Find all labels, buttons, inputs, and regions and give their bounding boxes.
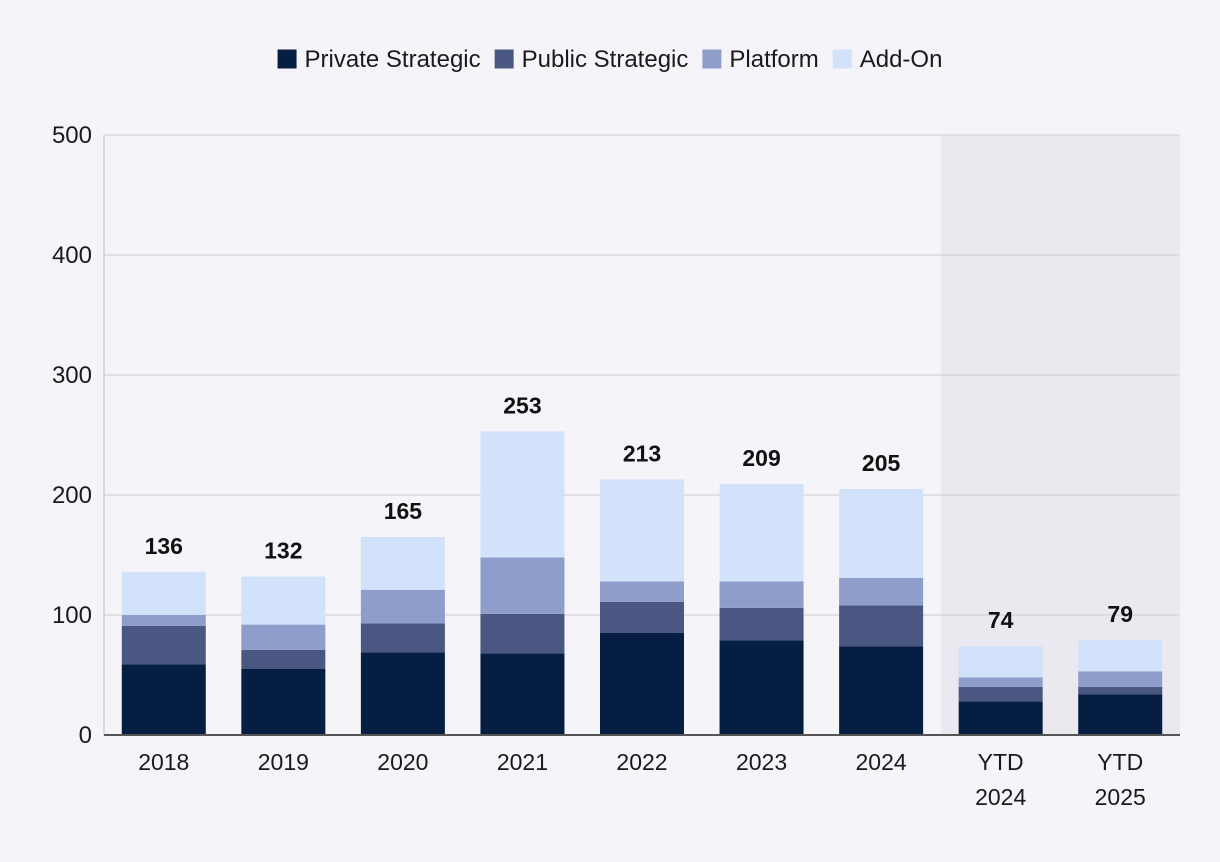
- bar-platform-ytd-2025: [1078, 671, 1163, 687]
- bar-public-strategic-2020: [360, 623, 445, 653]
- legend-swatch-add-on: [832, 49, 852, 69]
- legend-label-platform: Platform: [729, 46, 818, 73]
- legend: Private Strategic Public Strategic Platfor…: [277, 46, 943, 73]
- bar-private-strategic-ytd-2024: [958, 701, 1043, 735]
- bar-add-on-2018: [121, 571, 206, 615]
- bar-add-on-2024: [839, 489, 924, 578]
- total-label-2022: 213: [623, 440, 661, 466]
- x-tick-label-2023: 2023: [736, 749, 787, 775]
- bar-private-strategic-2024: [839, 646, 924, 735]
- bar-platform-2023: [719, 581, 804, 608]
- y-tick-label-0: 0: [79, 722, 92, 749]
- legend-item-private-strategic: Private Strategic: [277, 46, 481, 73]
- bar-public-strategic-2021: [480, 613, 565, 654]
- legend-label-add-on: Add-On: [860, 46, 943, 73]
- bars: [121, 431, 1163, 735]
- ytd-highlight-region: [940, 135, 1180, 735]
- bar-platform-2018: [121, 615, 206, 626]
- total-label-ytd-2024: 74: [988, 607, 1014, 633]
- y-axis: 0 100 200 300 400 500: [52, 122, 105, 749]
- legend-swatch-platform: [702, 49, 722, 69]
- bar-platform-2021: [480, 557, 565, 614]
- x-tick-label-ytd-2025: YTD 2025: [1095, 749, 1146, 810]
- x-tick-label-2020: 2020: [377, 749, 428, 775]
- total-label-2023: 209: [742, 445, 780, 471]
- bar-platform-2019: [241, 624, 326, 650]
- x-tick-label-2018: 2018: [138, 749, 189, 775]
- bar-private-strategic-ytd-2025: [1078, 694, 1163, 735]
- legend-item-platform: Platform: [702, 46, 819, 73]
- bar-platform-2020: [360, 589, 445, 624]
- bar-private-strategic-2018: [121, 664, 206, 735]
- bar-private-strategic-2019: [241, 669, 326, 735]
- bar-public-strategic-2024: [839, 605, 924, 647]
- total-labels: 136 132 165 253 213 209 205 74 79: [145, 392, 1133, 633]
- x-axis: 2018 2019 2020 2021 2022 2023 2024 YTD 2024 YTD 20…: [104, 734, 1180, 810]
- bar-platform-2024: [839, 577, 924, 606]
- bar-private-strategic-2022: [600, 633, 684, 735]
- x-tick-label-2024: 2024: [856, 749, 907, 775]
- legend-swatch-public-strategic: [494, 49, 514, 69]
- bar-public-strategic-2018: [121, 625, 206, 665]
- x-tick-label-ytd-2024: YTD 2024: [975, 749, 1026, 810]
- x-tick-label-2019: 2019: [258, 749, 309, 775]
- bar-public-strategic-ytd-2024: [958, 687, 1043, 702]
- highlight-band: [940, 135, 1180, 735]
- total-label-2018: 136: [145, 533, 183, 559]
- bar-platform-ytd-2024: [958, 677, 1043, 687]
- bar-add-on-ytd-2024: [958, 646, 1043, 678]
- bar-add-on-2020: [360, 537, 445, 590]
- y-tick-label-300: 300: [52, 362, 92, 389]
- bar-platform-2022: [600, 581, 684, 602]
- legend-item-public-strategic: Public Strategic: [494, 46, 689, 73]
- bar-public-strategic-2019: [241, 649, 326, 669]
- x-tick-label-2022: 2022: [616, 749, 667, 775]
- x-tick-label-2021: 2021: [497, 749, 548, 775]
- legend-swatch-private-strategic: [277, 49, 297, 69]
- bar-public-strategic-2023: [719, 607, 804, 641]
- legend-label-private-strategic: Private Strategic: [305, 46, 481, 73]
- bar-private-strategic-2021: [480, 653, 565, 735]
- total-label-2021: 253: [503, 392, 541, 418]
- bar-add-on-2021: [480, 431, 565, 558]
- bar-private-strategic-2020: [360, 652, 445, 735]
- bar-add-on-2022: [600, 479, 684, 582]
- legend-label-public-strategic: Public Strategic: [522, 46, 689, 73]
- total-label-2024: 205: [862, 450, 901, 476]
- legend-item-add-on: Add-On: [832, 46, 943, 73]
- y-tick-label-500: 500: [52, 122, 92, 149]
- y-tick-label-400: 400: [52, 242, 92, 269]
- bar-add-on-ytd-2025: [1078, 640, 1163, 672]
- bar-private-strategic-2023: [719, 640, 804, 735]
- bar-add-on-2023: [719, 484, 804, 582]
- bar-add-on-2019: [241, 576, 326, 625]
- bar-public-strategic-ytd-2025: [1078, 687, 1163, 695]
- total-label-ytd-2025: 79: [1107, 601, 1133, 627]
- total-label-2020: 165: [384, 498, 423, 524]
- total-label-2019: 132: [264, 538, 302, 564]
- y-tick-label-100: 100: [52, 602, 92, 629]
- y-tick-label-200: 200: [52, 482, 92, 509]
- bar-public-strategic-2022: [600, 601, 684, 633]
